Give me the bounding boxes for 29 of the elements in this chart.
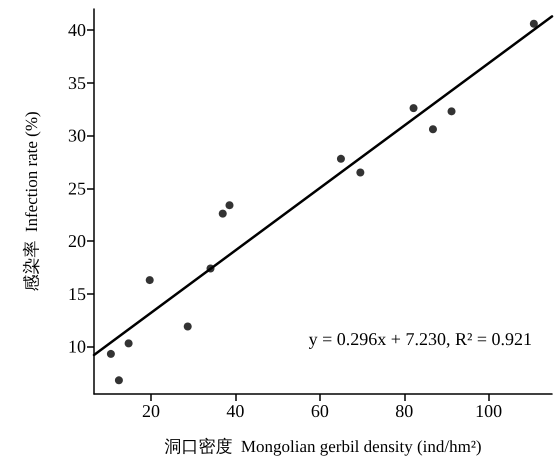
y-tick-label: 10 [68, 336, 86, 357]
point [428, 125, 437, 134]
x-tick-label: 20 [142, 401, 160, 421]
annotation: y = 0.296x + 7.230, R² = 0.921 [308, 329, 532, 349]
point [146, 276, 154, 284]
point [226, 201, 234, 210]
x-tick-label: 80 [395, 401, 414, 421]
point [356, 168, 364, 176]
y-tick-label: 15 [68, 284, 86, 304]
point [410, 104, 418, 112]
point [184, 322, 192, 330]
x-axis-title: 洞口密度 Mongolian gerbil density (ind/hm²) [164, 437, 482, 456]
x-tick-label: 100 [475, 401, 502, 421]
point [530, 20, 538, 28]
y-tick-label: 30 [68, 126, 86, 146]
point [448, 107, 456, 116]
y-tick-label: 20 [68, 231, 86, 252]
point [206, 264, 215, 272]
point [106, 350, 115, 358]
y-tick-label: 35 [68, 72, 86, 93]
x-tick-label: 40 [226, 401, 244, 421]
point [336, 154, 345, 163]
y-tick-label: 40 [68, 20, 86, 40]
y-tick-label: 25 [68, 178, 86, 198]
point [114, 376, 123, 384]
x-tick-label: 60 [310, 401, 329, 421]
point [218, 210, 227, 218]
point [124, 339, 133, 348]
y-axis-title: 感染率 Infection rate (%) [22, 111, 41, 292]
